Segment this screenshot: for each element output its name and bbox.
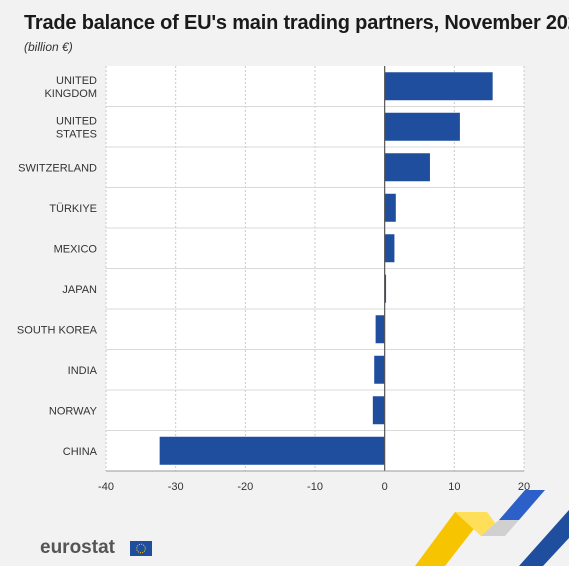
x-tick-label: -10 [307, 481, 323, 493]
x-tick-label: 10 [448, 481, 460, 493]
bar [374, 355, 385, 384]
eurostat-logo: eurostat [40, 537, 115, 558]
bar [384, 72, 493, 101]
category-label: NORWAY [49, 405, 98, 417]
bar [384, 112, 460, 141]
category-label: TÜRKIYE [49, 203, 97, 215]
bar [372, 396, 385, 425]
bar-chart: UNITEDKINGDOMUNITEDSTATESSWITZERLANDTÜRK… [17, 66, 530, 493]
decorative-swoosh-icon [415, 490, 569, 566]
chart-title: Trade balance of EU's main trading partn… [24, 12, 569, 34]
category-label: INDIA [68, 365, 98, 377]
bar [159, 436, 385, 465]
bar [384, 193, 396, 222]
eu-flag-icon [130, 541, 152, 556]
category-label: SOUTH KOREA [17, 324, 98, 336]
bar [375, 315, 385, 344]
category-label: STATES [56, 128, 97, 140]
bar [384, 153, 430, 182]
x-tick-label: -20 [237, 481, 253, 493]
x-tick-label: 0 [382, 481, 388, 493]
category-label: UNITED [56, 75, 97, 87]
bar [384, 234, 395, 263]
category-label: MEXICO [54, 243, 98, 255]
category-label: CHINA [63, 446, 98, 458]
category-label: SWITZERLAND [18, 162, 97, 174]
chart-subtitle: (billion €) [24, 40, 73, 54]
category-label: KINGDOM [44, 88, 97, 100]
category-label: UNITED [56, 115, 97, 127]
category-label: JAPAN [62, 284, 97, 296]
x-tick-label: -30 [168, 481, 184, 493]
bar [384, 274, 387, 303]
x-tick-label: -40 [98, 481, 114, 493]
